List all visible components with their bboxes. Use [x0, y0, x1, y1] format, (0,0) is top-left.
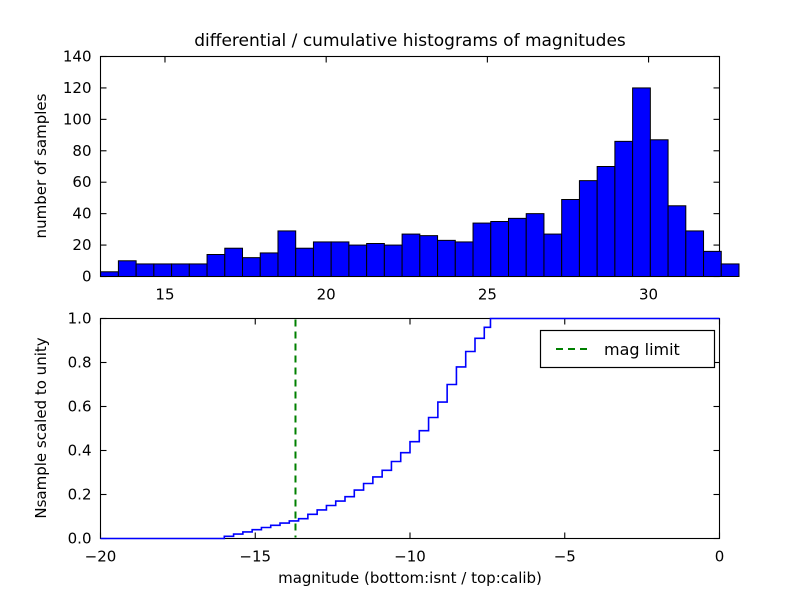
- histogram-bar: [668, 206, 686, 277]
- figure-svg: differential / cumulative histograms of …: [0, 0, 800, 600]
- histogram-bar: [331, 242, 349, 277]
- histogram-bar: [136, 264, 154, 277]
- bottom-y-ticklabel: 0.6: [68, 398, 92, 416]
- histogram-bar: [420, 236, 438, 277]
- histogram-bars: [101, 88, 739, 277]
- histogram-bar: [118, 261, 136, 277]
- bottom-x-ticklabel: −5: [554, 548, 576, 566]
- histogram-bar: [189, 264, 207, 277]
- histogram-bar: [615, 141, 633, 276]
- bottom-y-ticklabel: 0.2: [68, 486, 92, 504]
- legend[interactable]: mag limit: [541, 331, 715, 368]
- histogram-bar: [207, 255, 225, 277]
- bottom-panel: Nsample scaled to unity magnitude (botto…: [32, 310, 724, 588]
- bottom-y-ticklabel: 0.4: [68, 442, 92, 460]
- top-y-ticklabel: 0: [82, 268, 92, 286]
- histogram-bar: [313, 242, 331, 277]
- bottom-x-ticklabel: −10: [394, 548, 426, 566]
- histogram-bar: [243, 258, 261, 277]
- top-y-ticklabel: 60: [72, 173, 91, 191]
- histogram-bar: [579, 181, 597, 277]
- top-y-ticklabel: 100: [63, 110, 92, 128]
- top-y-ticklabel: 80: [72, 142, 91, 160]
- top-x-ticklabel: 15: [155, 286, 174, 304]
- histogram-bar: [101, 272, 119, 277]
- top-y-ticklabel: 40: [72, 205, 91, 223]
- figure-title: differential / cumulative histograms of …: [194, 31, 626, 51]
- top-y-ticklabel: 20: [72, 236, 91, 254]
- histogram-bar: [597, 167, 615, 277]
- top-x-ticklabel: 30: [639, 286, 658, 304]
- histogram-bar: [491, 222, 509, 277]
- bottom-x-ticklabel: −15: [239, 548, 271, 566]
- histogram-bar: [225, 248, 243, 276]
- top-y-ticklabel: 140: [63, 48, 92, 66]
- bottom-y-ticklabel: 1.0: [68, 310, 92, 328]
- histogram-bar: [686, 231, 704, 277]
- histogram-bar: [704, 251, 722, 276]
- bottom-xlabel: magnitude (bottom:isnt / top:calib): [278, 569, 542, 587]
- bottom-ylabel: Nsample scaled to unity: [32, 337, 50, 518]
- histogram-bar: [650, 140, 668, 277]
- histogram-bar: [402, 234, 420, 276]
- histogram-bar: [526, 214, 544, 277]
- histogram-bar: [172, 264, 190, 277]
- bottom-x-ticklabel: 0: [715, 548, 725, 566]
- bottom-y-ticklabel: 0.0: [68, 530, 92, 548]
- histogram-bar: [473, 223, 491, 276]
- histogram-bar: [455, 242, 473, 277]
- histogram-bar: [278, 231, 296, 277]
- histogram-bar: [349, 245, 367, 276]
- top-ylabel: number of samples: [32, 93, 50, 238]
- legend-maglimit-label: mag limit: [604, 340, 680, 359]
- top-x-ticklabel: 20: [317, 286, 336, 304]
- bottom-x-ticklabel: −20: [85, 548, 117, 566]
- top-y-ticklabel: 120: [63, 79, 92, 97]
- histogram-bar: [544, 234, 562, 276]
- top-panel: differential / cumulative histograms of …: [32, 31, 739, 304]
- histogram-bar: [260, 253, 278, 277]
- top-x-ticklabel: 25: [478, 286, 497, 304]
- histogram-bar: [721, 264, 739, 277]
- histogram-bar: [562, 200, 580, 277]
- histogram-bar: [367, 244, 385, 277]
- histogram-bar: [438, 240, 456, 276]
- histogram-bar: [508, 218, 526, 276]
- histogram-bar: [384, 245, 402, 276]
- histogram-bar: [154, 264, 172, 277]
- bottom-y-ticklabel: 0.8: [68, 354, 92, 372]
- histogram-bar: [633, 88, 651, 277]
- histogram-bar: [296, 248, 314, 276]
- figure-canvas: differential / cumulative histograms of …: [0, 0, 800, 600]
